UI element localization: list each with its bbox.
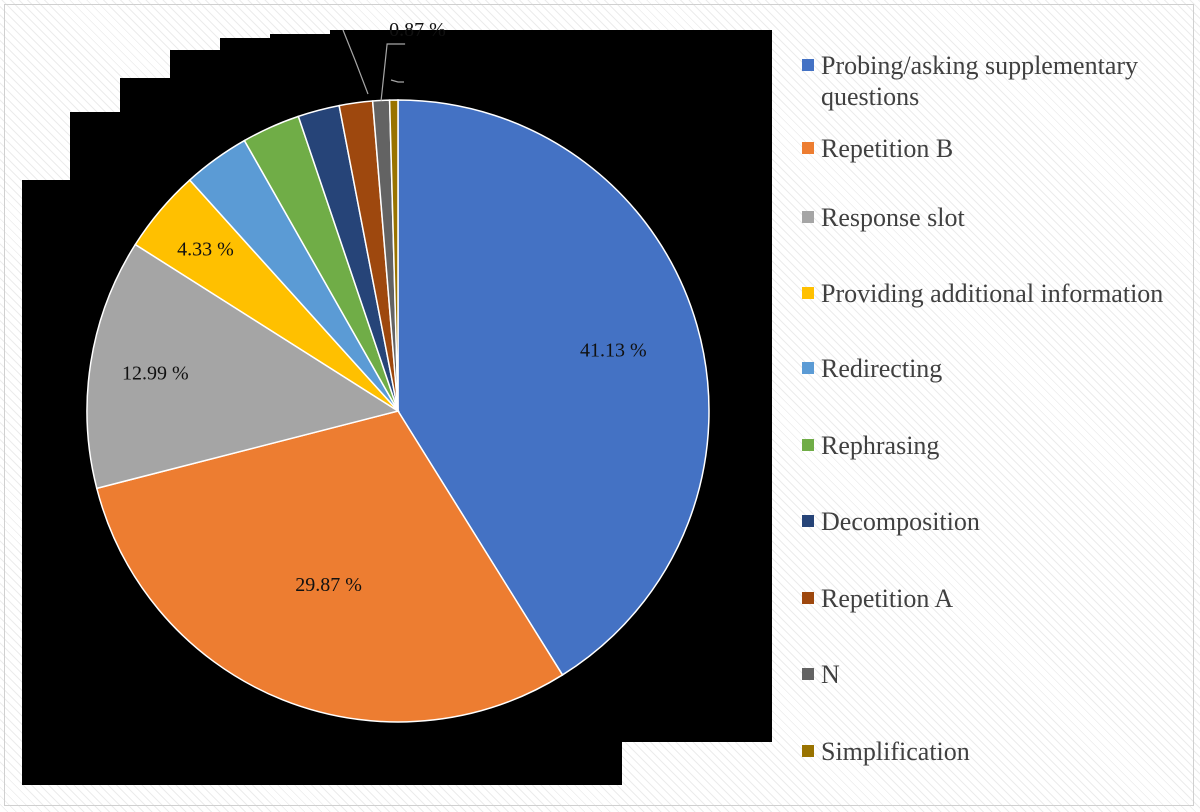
legend-label: Response slot: [821, 203, 965, 232]
data-labels: 41.13 % 29.87 % 12.99 % 4.33 % 0.87 %: [122, 19, 647, 596]
legend-item-decomposition: Decomposition: [802, 506, 1192, 537]
legend-label: Probing/asking supplementary questions: [821, 51, 1139, 111]
data-label: 0.87 %: [389, 19, 446, 41]
data-label: 12.99 %: [122, 363, 189, 385]
legend-swatch: [802, 211, 814, 223]
legend-item-probing-asking-supplementary-questions: Probing/asking supplementary questions: [802, 50, 1192, 112]
leader-line: [390, 79, 404, 83]
pie-slice-probing-asking-supplementary-questions: [397, 99, 710, 676]
legend-swatch: [802, 59, 814, 71]
legend-item-simplification: Simplification: [802, 736, 1192, 767]
legend-label: Repetition B: [821, 134, 954, 163]
legend-label: Decomposition: [821, 507, 980, 536]
pie-slice-repetition-b: [95, 410, 564, 723]
legend-swatch: [802, 142, 814, 154]
legend-item-providing-additional-information: Providing additional information: [802, 278, 1192, 309]
legend-label: Rephrasing: [821, 431, 940, 460]
legend-item-rephrasing: Rephrasing: [802, 430, 1192, 461]
legend-label: Providing additional information: [821, 279, 1164, 308]
legend-item-response-slot: Response slot: [802, 202, 1192, 233]
legend-label: N: [821, 660, 840, 689]
legend-swatch: [802, 515, 814, 527]
data-label: 29.87 %: [295, 574, 362, 596]
legend-swatch: [802, 668, 814, 680]
pie-slices: [86, 99, 710, 723]
legend-swatch: [802, 592, 814, 604]
chart-area: [4, 4, 1194, 806]
leader-line: [342, 29, 369, 95]
legend-label: Simplification: [821, 737, 970, 766]
leader-lines: [342, 29, 406, 101]
legend-swatch: [802, 439, 814, 451]
legend-swatch: [802, 745, 814, 757]
legend: Probing/asking supplementary questions Re…: [772, 40, 1192, 805]
legend-swatch: [802, 362, 814, 374]
data-label: 4.33 %: [177, 239, 234, 261]
legend-item-repetition-a: Repetition A: [802, 583, 1192, 614]
legend-label: Repetition A: [821, 584, 954, 613]
legend-label: Redirecting: [821, 354, 943, 383]
pie-slice-simplification: [388, 99, 399, 412]
legend-item-redirecting: Redirecting: [802, 353, 1192, 384]
legend-item-n: N: [802, 659, 1192, 690]
legend-swatch: [802, 287, 814, 299]
leader-line: [380, 43, 406, 101]
legend-item-repetition-b: Repetition B: [802, 133, 1192, 164]
data-label: 41.13 %: [580, 339, 647, 361]
pie-slice-response-slot: [86, 243, 400, 490]
